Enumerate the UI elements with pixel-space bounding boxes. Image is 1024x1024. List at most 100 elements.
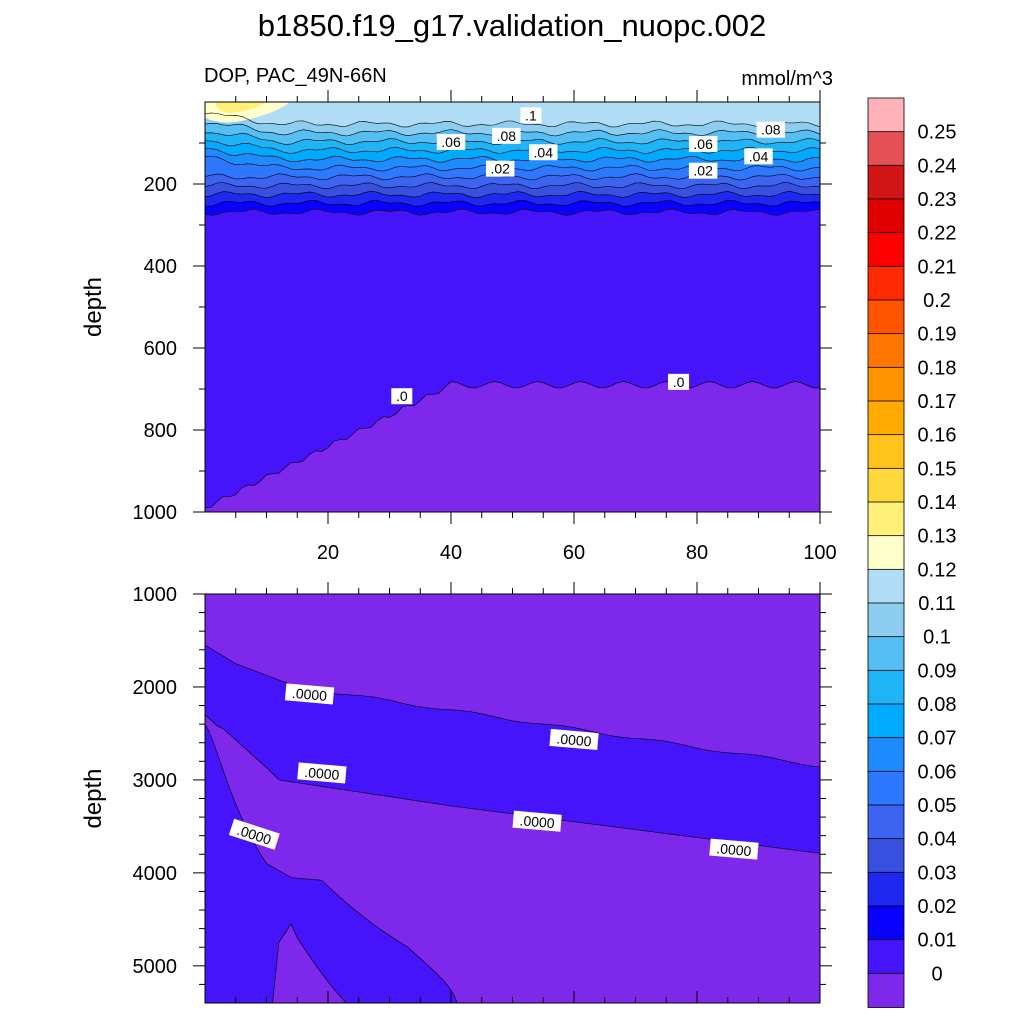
colorbar-swatch — [867, 501, 905, 537]
colorbar-swatch — [867, 804, 905, 840]
contour-line-lower — [205, 723, 458, 1003]
x-tick-label: 80 — [686, 542, 708, 564]
svg-text:.06: .06 — [441, 134, 461, 150]
colorbar-label: 0.11 — [918, 593, 955, 615]
colorbar-swatch — [867, 366, 905, 402]
figure-title: b1850.f19_g17.validation_nuopc.002 — [258, 8, 767, 43]
colorbar-label: 0.13 — [918, 526, 957, 548]
svg-text:.0000: .0000 — [716, 840, 753, 859]
colorbar-label: 0.1 — [923, 627, 951, 649]
contour-label: .08 — [756, 121, 786, 138]
colorbar-swatch — [867, 333, 905, 369]
band-0-lower-left — [205, 724, 458, 1003]
contour-line-0.08 — [205, 140, 820, 154]
contour-line-0.03 — [205, 190, 820, 199]
contour-line-0.07 — [205, 147, 820, 163]
band-0.13 — [215, 102, 265, 113]
contour-line-0.11 — [205, 112, 820, 128]
colorbar-swatch — [867, 770, 905, 806]
colorbar-swatch — [867, 669, 905, 705]
colorbar-swatch — [867, 838, 905, 874]
colorbar-swatch — [867, 434, 905, 470]
lower-y-axis-label: depth — [80, 768, 107, 828]
contour-line-tongue — [272, 923, 347, 1003]
svg-text:.02: .02 — [490, 161, 510, 177]
x-tick-label: 100 — [803, 542, 836, 564]
lower-contour-plot: .0000.0000.0000.0000.0000.00001000200030… — [80, 582, 832, 1004]
x-tick-label: 40 — [440, 542, 462, 564]
svg-text:.04: .04 — [534, 144, 554, 160]
colorbar-label: 0.01 — [918, 930, 957, 952]
y-tick-label: 400 — [144, 256, 177, 278]
colorbar-swatch — [867, 871, 905, 907]
colorbar-swatch — [867, 636, 905, 672]
y-tick-label: 200 — [144, 174, 177, 196]
contour-label: .0000 — [512, 810, 562, 832]
colorbar-swatch — [867, 972, 905, 1008]
contour-label: .0000 — [709, 838, 759, 860]
svg-text:.0000: .0000 — [556, 730, 593, 749]
svg-text:.0: .0 — [396, 388, 408, 404]
upper-y-axis-label: depth — [80, 277, 107, 337]
svg-text:.0000: .0000 — [291, 685, 328, 704]
y-tick-label: 5000 — [133, 956, 178, 978]
colorbar-swatch — [867, 737, 905, 773]
colorbar-label: 0.12 — [918, 559, 957, 581]
colorbar-swatch — [867, 131, 905, 167]
svg-text:.1: .1 — [525, 107, 537, 123]
units-label: mmol/m^3 — [741, 68, 833, 90]
colorbar-label: 0.22 — [918, 223, 957, 245]
y-tick-label: 1000 — [133, 584, 178, 606]
colorbar-swatch — [867, 602, 905, 638]
svg-text:.0000: .0000 — [304, 764, 341, 783]
contour-label: .0000 — [284, 683, 335, 705]
band-below-0-tongue — [272, 923, 347, 1003]
colorbar-swatch — [867, 232, 905, 268]
colorbar-label: 0.04 — [918, 829, 957, 851]
svg-text:.0000: .0000 — [519, 812, 556, 831]
svg-text:.08: .08 — [761, 122, 781, 138]
colorbar-swatch — [867, 939, 905, 975]
colorbar-swatch — [867, 535, 905, 571]
colorbar-swatch — [867, 703, 905, 739]
y-tick-label: 2000 — [133, 677, 178, 699]
svg-text:.06: .06 — [693, 136, 713, 152]
contour-label: .0000 — [549, 728, 599, 750]
colorbar-label: 0.15 — [918, 458, 957, 480]
y-tick-label: 4000 — [133, 863, 178, 885]
band-0-upper — [205, 645, 820, 854]
colorbar-swatch — [867, 164, 905, 200]
svg-text:.04: .04 — [749, 148, 769, 164]
colorbar-label: 0.03 — [918, 862, 957, 884]
contour-label: .06 — [436, 134, 466, 150]
contour-label: .04 — [529, 144, 558, 161]
colorbar-swatch — [867, 198, 905, 234]
contour-label: .1 — [520, 107, 542, 124]
colorbar-label: 0.02 — [918, 896, 957, 918]
colorbar-label: 0.17 — [918, 391, 957, 413]
y-tick-label: 600 — [144, 338, 177, 360]
colorbar-swatch — [867, 400, 905, 436]
contour-label: .0 — [391, 388, 413, 405]
colorbar-label: 0.25 — [918, 122, 957, 144]
colorbar: 0.25 0.24 0.23 0.22 0.21 0.2 0.19 0.18 0.17 0.16 0… — [867, 97, 957, 1008]
contour-label: .08 — [492, 127, 521, 144]
contour-label: .0000 — [297, 762, 347, 784]
colorbar-swatch — [867, 568, 905, 604]
colorbar-label: 0.16 — [918, 425, 957, 447]
contour-label: .02 — [688, 162, 718, 179]
contour-label: .02 — [485, 160, 515, 177]
colorbar-label: 0.07 — [918, 728, 957, 750]
contour-line-0.00 — [205, 381, 820, 509]
colorbar-swatch — [867, 97, 905, 133]
band-0.11 — [205, 102, 820, 127]
colorbar-label: 0.18 — [918, 357, 957, 379]
svg-text:.0: .0 — [673, 374, 685, 390]
contour-line-0.01 — [205, 208, 820, 216]
colorbar-label: 0.08 — [918, 694, 957, 716]
upper-contour-plot: .1 .08 .06 .08 .06 .04 .04 .02 .02 .0 .0 200 400 600 8… — [80, 90, 837, 564]
svg-text:.08: .08 — [497, 128, 517, 144]
contour-label: .04 — [744, 148, 773, 165]
colorbar-swatch — [867, 299, 905, 335]
